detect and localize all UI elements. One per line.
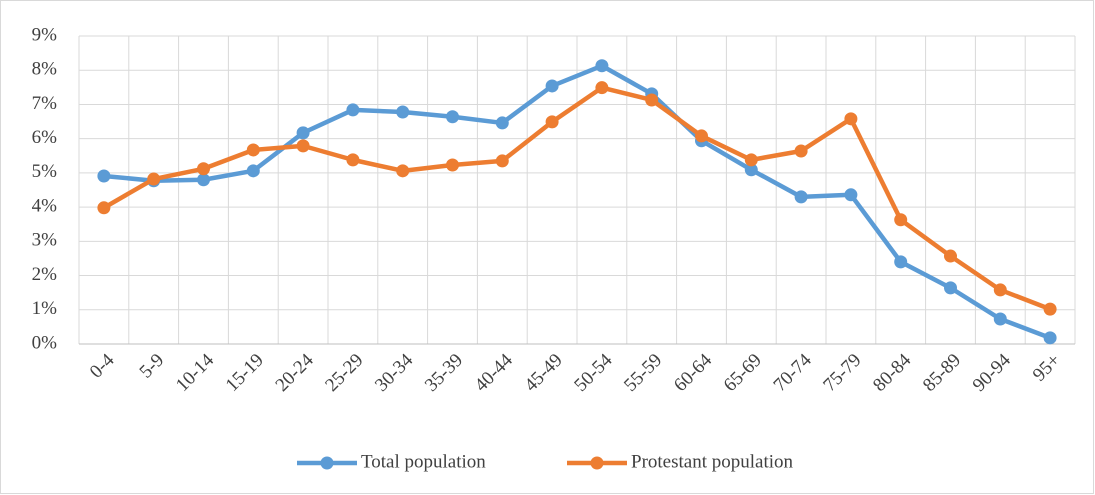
data-point xyxy=(1043,302,1057,316)
legend-label: Total population xyxy=(361,451,486,472)
data-point xyxy=(495,116,509,130)
data-point xyxy=(993,312,1007,326)
data-point xyxy=(595,59,609,73)
y-tick-label: 0% xyxy=(32,332,58,353)
data-point xyxy=(944,249,957,263)
data-point xyxy=(296,126,310,140)
data-point xyxy=(396,105,410,119)
data-point xyxy=(246,164,260,178)
legend-marker xyxy=(590,456,604,470)
y-tick-label: 9% xyxy=(32,24,58,45)
data-point xyxy=(346,103,360,117)
y-tick-label: 7% xyxy=(32,93,58,114)
data-point xyxy=(645,93,659,107)
data-point xyxy=(595,81,609,95)
data-point xyxy=(545,79,559,93)
data-point xyxy=(97,201,111,215)
series-line xyxy=(102,85,1051,312)
data-point xyxy=(844,112,858,126)
data-point xyxy=(944,281,957,295)
data-point xyxy=(993,283,1007,297)
data-point xyxy=(744,153,758,167)
data-point xyxy=(1043,331,1057,345)
y-tick-label: 2% xyxy=(32,264,58,285)
y-tick-label: 8% xyxy=(32,59,58,80)
legend-marker xyxy=(320,456,334,470)
y-tick-label: 6% xyxy=(32,127,58,148)
data-point xyxy=(147,172,161,186)
data-point xyxy=(396,164,410,178)
data-point xyxy=(545,115,559,129)
data-point xyxy=(446,158,459,172)
data-point xyxy=(296,139,310,153)
series-line xyxy=(103,63,1051,340)
data-point xyxy=(197,173,210,187)
data-point xyxy=(794,190,808,204)
y-tick-label: 5% xyxy=(32,161,58,182)
data-point xyxy=(695,129,708,143)
data-point xyxy=(894,255,908,269)
data-point xyxy=(794,144,808,158)
data-point xyxy=(346,153,360,167)
y-tick-label: 1% xyxy=(32,298,58,319)
data-point xyxy=(894,213,908,227)
legend-label: Protestant population xyxy=(631,451,794,472)
data-point xyxy=(197,162,210,176)
y-tick-label: 3% xyxy=(32,230,58,251)
data-point xyxy=(844,188,858,202)
data-point xyxy=(495,154,509,168)
y-tick-label: 4% xyxy=(32,195,58,216)
data-point xyxy=(97,169,111,183)
data-point xyxy=(446,110,459,124)
data-point xyxy=(246,143,260,157)
data-point xyxy=(744,163,758,177)
